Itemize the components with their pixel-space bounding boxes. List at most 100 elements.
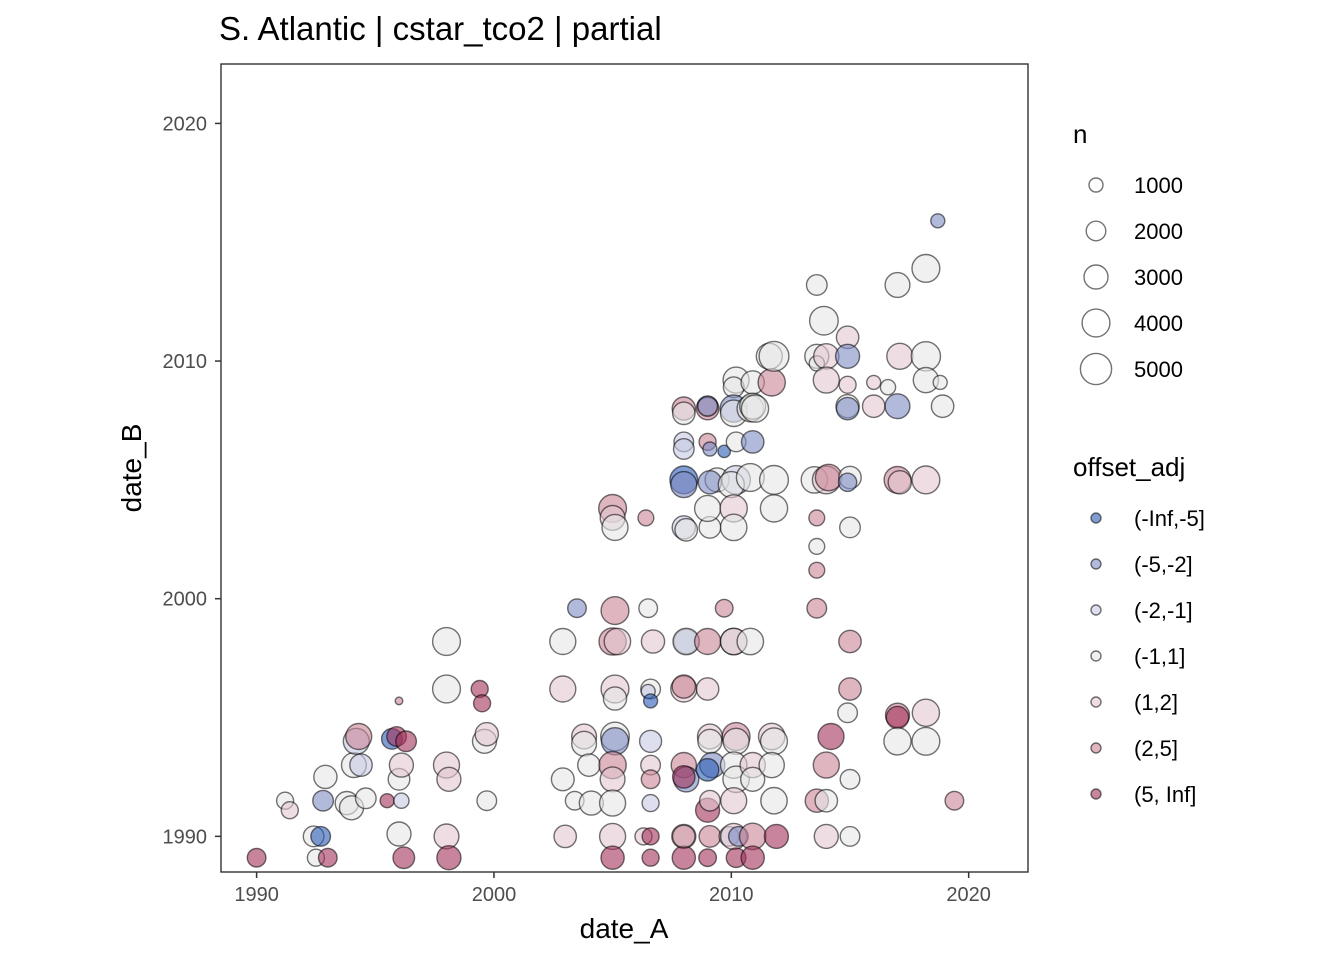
- color-legend-key-1: [1090, 558, 1102, 570]
- point-20: [386, 821, 412, 847]
- point-89: [671, 765, 696, 789]
- point-111: [698, 789, 721, 812]
- point-195: [885, 705, 910, 730]
- point-64: [640, 629, 666, 654]
- point-26: [431, 626, 462, 657]
- point-16: [379, 793, 395, 809]
- point-113: [714, 598, 734, 618]
- point-50: [600, 595, 630, 626]
- point-146: [757, 368, 787, 397]
- point-38: [549, 675, 577, 703]
- point-73: [641, 827, 660, 846]
- point-206: [944, 790, 965, 811]
- color-legend-key-3: [1090, 650, 1102, 662]
- x-tick-label-2010: 2010: [709, 884, 754, 906]
- point-44: [570, 730, 598, 757]
- point-140: [740, 766, 766, 792]
- point-21: [388, 752, 415, 778]
- point-74: [641, 848, 660, 867]
- point-179: [837, 472, 858, 493]
- point-42: [567, 598, 588, 619]
- point-105: [697, 728, 723, 754]
- point-153: [763, 823, 790, 850]
- point-205: [930, 394, 955, 419]
- color-legend-label-1: (-5,-2]: [1134, 552, 1193, 577]
- point-71: [641, 793, 660, 813]
- point-57: [598, 789, 627, 817]
- color-legend-key-6: [1090, 788, 1102, 800]
- point-14: [349, 753, 373, 777]
- y-tick-label-2020: 2020: [163, 113, 208, 135]
- point-168: [814, 463, 843, 492]
- point-196: [883, 727, 912, 756]
- point-147: [758, 464, 790, 495]
- point-92: [671, 824, 696, 849]
- point-59: [600, 845, 625, 871]
- point-102: [693, 627, 722, 656]
- point-162: [806, 597, 828, 619]
- point-107: [695, 757, 720, 782]
- point-159: [808, 509, 826, 527]
- point-203: [930, 213, 946, 229]
- point-27: [431, 674, 462, 704]
- point-200: [911, 465, 941, 495]
- size-legend-key-1000: [1088, 177, 1104, 193]
- point-45: [577, 753, 601, 777]
- point-29: [436, 845, 462, 871]
- point-136: [740, 429, 765, 454]
- point-161: [808, 561, 826, 579]
- x-tick-label-2000: 2000: [472, 884, 517, 906]
- size-legend-label-5000: 5000: [1134, 357, 1183, 382]
- size-legend-key-4000: [1081, 308, 1111, 338]
- point-8: [317, 847, 338, 868]
- point-103: [695, 677, 720, 701]
- point-170: [812, 751, 840, 779]
- point-6: [312, 789, 335, 812]
- color-legend-title: offset_adj: [1073, 452, 1185, 482]
- point-61: [602, 686, 628, 711]
- point-78: [672, 438, 695, 461]
- point-97: [702, 441, 718, 457]
- point-37: [549, 627, 577, 656]
- point-28: [433, 823, 460, 850]
- point-189: [884, 271, 911, 299]
- point-24: [392, 846, 416, 870]
- point-60: [603, 627, 632, 656]
- color-legend-key-4: [1090, 696, 1102, 708]
- point-144: [740, 394, 770, 423]
- point-67: [642, 693, 659, 709]
- point-23: [393, 792, 410, 810]
- point-142: [740, 845, 766, 871]
- size-legend-label-4000: 4000: [1134, 311, 1183, 336]
- size-legend-label-3000: 3000: [1134, 265, 1183, 290]
- point-186: [866, 374, 882, 391]
- point-198: [910, 340, 942, 372]
- point-187: [861, 394, 886, 419]
- point-130: [720, 787, 748, 815]
- point-191: [884, 393, 911, 420]
- point-76: [671, 401, 696, 426]
- point-7: [313, 764, 338, 790]
- color-legend-label-4: (1,2]: [1134, 690, 1178, 715]
- point-174: [834, 343, 861, 369]
- point-0: [246, 847, 267, 868]
- point-91: [671, 845, 697, 871]
- point-138: [736, 627, 765, 656]
- point-175: [838, 375, 857, 394]
- point-180: [839, 516, 862, 539]
- size-legend-key-5000: [1079, 352, 1113, 386]
- size-legend-label-1000: 1000: [1134, 173, 1183, 198]
- point-80: [670, 470, 698, 499]
- x-axis-title: date_A: [580, 913, 669, 944]
- point-171: [814, 788, 839, 813]
- size-legend-key-3000: [1083, 264, 1109, 290]
- point-193: [887, 469, 913, 495]
- point-86: [671, 674, 697, 699]
- point-2: [280, 801, 299, 820]
- point-181: [838, 629, 862, 654]
- color-legend-label-3: (-1,1]: [1134, 644, 1185, 669]
- point-185: [839, 825, 861, 847]
- point-183: [837, 702, 859, 724]
- point-150: [759, 727, 789, 756]
